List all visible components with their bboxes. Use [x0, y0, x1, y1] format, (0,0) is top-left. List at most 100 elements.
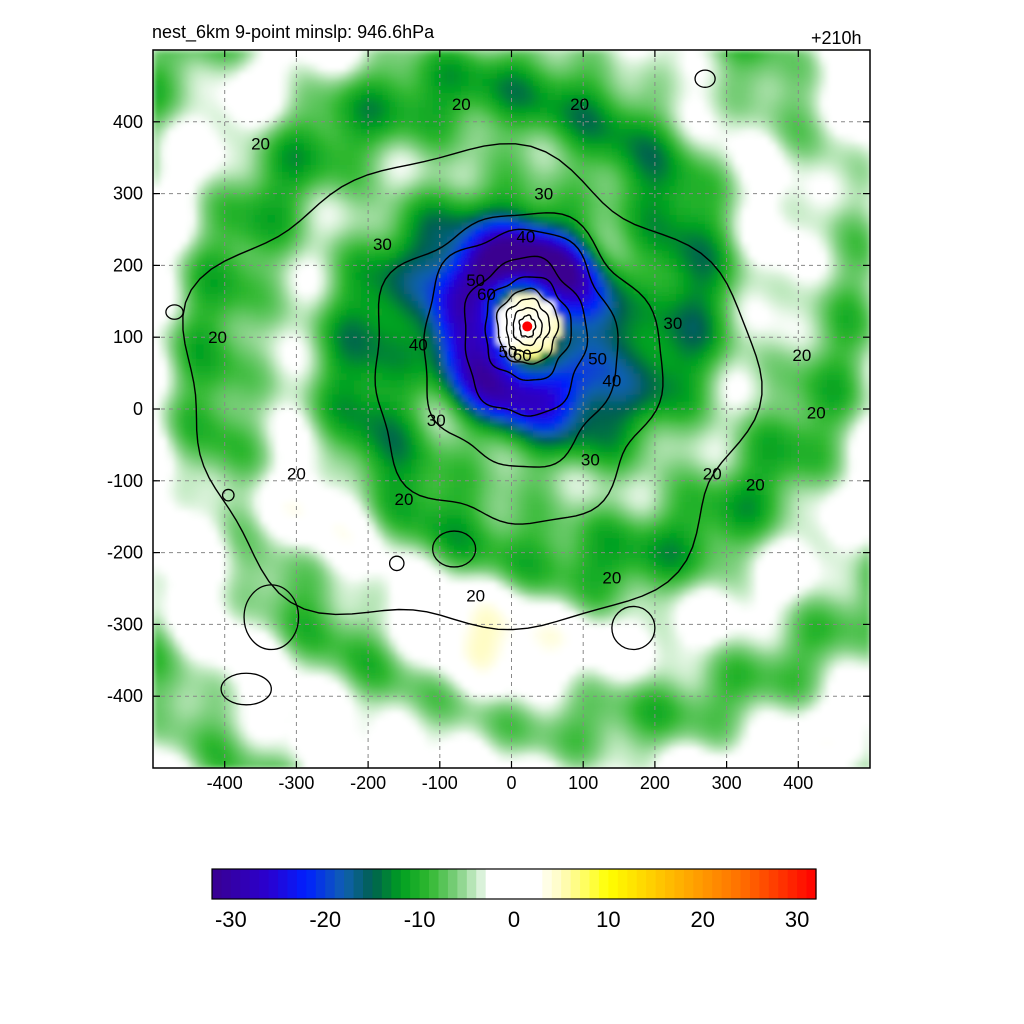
field-cell: [533, 200, 541, 209]
field-cell: [862, 394, 870, 403]
field-cell: [604, 107, 613, 116]
field-cell: [360, 380, 369, 389]
field-cell: [403, 251, 412, 260]
field-cell: [203, 186, 212, 195]
field-cell: [855, 308, 864, 317]
field-cell: [669, 344, 678, 353]
field-cell: [769, 236, 778, 245]
field-cell: [167, 308, 176, 317]
field-cell: [776, 78, 785, 87]
field-cell: [353, 229, 362, 238]
field-cell: [583, 229, 592, 238]
field-cell: [697, 193, 706, 202]
field-cell: [196, 236, 204, 245]
field-cell: [690, 286, 699, 295]
field-cell: [382, 114, 391, 123]
field-cell: [210, 157, 219, 166]
field-cell: [403, 344, 412, 353]
field-cell: [203, 71, 212, 80]
field-cell: [274, 394, 283, 403]
field-cell: [196, 401, 204, 410]
field-cell: [489, 272, 498, 281]
field-cell: [654, 157, 663, 166]
field-cell: [418, 322, 427, 331]
field-cell: [181, 294, 190, 303]
field-cell: [826, 207, 835, 216]
field-cell: [841, 71, 850, 80]
field-cell: [454, 121, 463, 130]
field-cell: [403, 172, 412, 181]
field-cell: [705, 215, 714, 224]
field-cell: [826, 394, 835, 403]
field-cell: [196, 272, 204, 281]
field-cell: [712, 136, 721, 145]
field-cell: [389, 71, 398, 80]
field-cell: [841, 315, 850, 324]
field-cell: [518, 394, 527, 403]
field-cell: [360, 236, 369, 245]
field-cell: [733, 251, 742, 260]
field-cell: [748, 136, 757, 145]
field-cell: [203, 236, 212, 245]
field-cell: [525, 85, 534, 94]
field-cell: [841, 179, 850, 188]
field-cell: [489, 236, 498, 245]
field-cell: [188, 330, 197, 338]
field-cell: [769, 78, 778, 87]
field-cell: [805, 193, 814, 202]
field-cell: [310, 322, 319, 331]
field-cell: [583, 243, 592, 252]
field-cell: [260, 164, 269, 173]
field-cell: [561, 193, 570, 202]
field-cell: [597, 401, 606, 410]
field-cell: [669, 164, 678, 173]
field-cell: [561, 186, 570, 195]
field-cell: [662, 236, 671, 245]
field-cell: [231, 229, 240, 238]
field-cell: [317, 71, 326, 80]
field-cell: [282, 251, 291, 260]
field-cell: [654, 258, 663, 267]
field-cell: [346, 337, 355, 346]
field-cell: [719, 229, 728, 238]
field-cell: [418, 164, 427, 173]
field-cell: [690, 330, 699, 338]
field-cell: [533, 128, 541, 137]
field-cell: [755, 294, 764, 303]
field-cell: [597, 337, 606, 346]
field-cell: [224, 308, 233, 317]
field-cell: [317, 57, 326, 66]
field-cell: [697, 172, 706, 181]
field-cell: [862, 272, 870, 281]
field-cell: [389, 136, 398, 145]
field-cell: [181, 272, 190, 281]
field-cell: [669, 279, 678, 288]
field-cell: [568, 150, 577, 159]
field-cell: [855, 258, 864, 267]
field-cell: [489, 401, 498, 410]
field-cell: [246, 294, 255, 303]
field-cell: [246, 215, 255, 224]
field-cell: [239, 243, 248, 252]
field-cell: [855, 337, 864, 346]
field-cell: [188, 193, 197, 202]
field-cell: [640, 172, 649, 181]
field-cell: [181, 243, 190, 252]
field-cell: [862, 387, 870, 396]
field-cell: [669, 172, 678, 181]
field-cell: [454, 251, 463, 260]
field-cell: [719, 114, 728, 123]
field-cell: [497, 286, 506, 295]
field-cell: [282, 229, 291, 238]
field-cell: [518, 121, 527, 130]
field-cell: [310, 258, 319, 267]
field-cell: [683, 373, 692, 382]
field-cell: [497, 215, 506, 224]
field-cell: [310, 351, 319, 360]
field-cell: [705, 258, 714, 267]
field-cell: [339, 85, 348, 94]
field-cell: [446, 394, 455, 403]
field-cell: [274, 136, 283, 145]
field-cell: [253, 215, 262, 224]
field-cell: [217, 308, 226, 317]
